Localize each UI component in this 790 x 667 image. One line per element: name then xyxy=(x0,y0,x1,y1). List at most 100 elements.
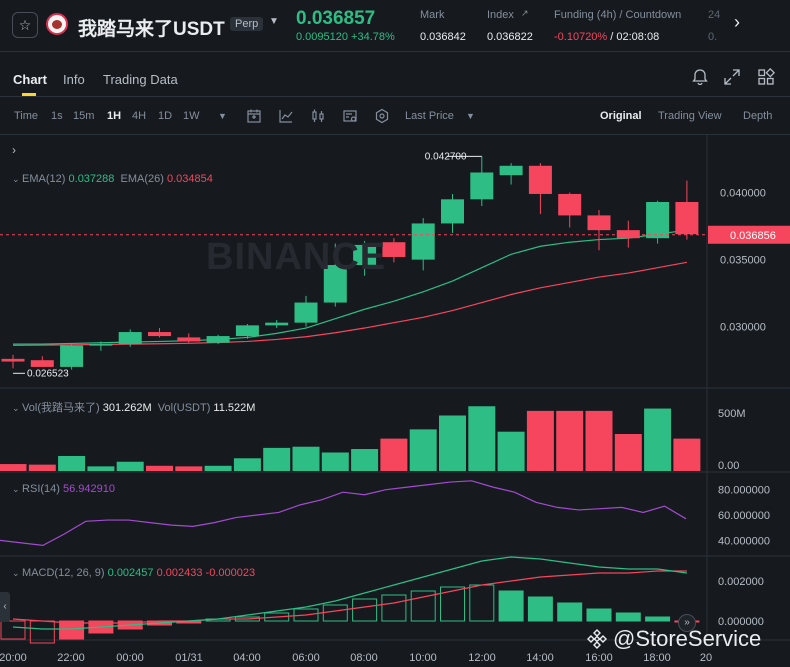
interval-1h[interactable]: 1H xyxy=(107,110,122,122)
rsi-tick-label: 60.000000 xyxy=(718,510,770,522)
divider xyxy=(0,96,790,97)
macd-tick-label: 0.000000 xyxy=(718,616,764,628)
calendar-icon[interactable] xyxy=(246,108,262,124)
macd-histogram-bar xyxy=(264,612,290,622)
candle-body xyxy=(382,242,406,257)
candlestick-chart[interactable]: 0.040000 0.035000 0.030000 0.036856 0.042700… xyxy=(0,135,790,667)
interval-time[interactable]: Time xyxy=(14,110,39,122)
volume-bar xyxy=(321,452,349,471)
macd-label: MACD(12, 26, 9) xyxy=(22,567,105,579)
candle-body xyxy=(1,358,25,362)
mark-value: 0.036842 xyxy=(420,31,466,43)
macd-histogram-bar xyxy=(410,590,436,622)
ema12-label: EMA(12) xyxy=(22,173,66,185)
volume-bar xyxy=(409,429,437,471)
time-tick-label: 08:00 xyxy=(350,652,378,664)
macd-dea-value: 0.002433 xyxy=(156,567,203,579)
candle-body xyxy=(528,165,552,194)
candle-body xyxy=(499,165,523,176)
interval-1w[interactable]: 1W xyxy=(183,110,200,122)
tab-info[interactable]: Info xyxy=(63,72,85,87)
perp-badge: Perp xyxy=(230,17,264,31)
volume-legend: ⌄ Vol(我踏马来了) 301.262M Vol(USDT) 11.522M xyxy=(12,402,256,414)
rsi-line xyxy=(0,480,687,547)
candlestick-type-icon[interactable] xyxy=(310,108,326,124)
volume-bar xyxy=(116,461,144,471)
macd-histogram-bar xyxy=(440,586,465,622)
line-chart-icon[interactable] xyxy=(278,108,294,124)
macd-histogram-bar xyxy=(0,620,26,640)
chart-settings-icon[interactable] xyxy=(374,108,390,124)
volume-bar xyxy=(204,465,232,471)
time-tick-label: 14:00 xyxy=(526,652,554,664)
time-tick-label: 12:00 xyxy=(468,652,496,664)
price-tick-label: 0.040000 xyxy=(720,188,766,200)
price-source-dropdown-icon[interactable]: ▼ xyxy=(466,111,475,121)
vol-coin-value: 301.262M xyxy=(102,402,152,414)
view-trading-view[interactable]: Trading View xyxy=(658,110,722,122)
time-tick-label: 20:00 xyxy=(0,652,27,664)
macd-dif-value: 0.002457 xyxy=(107,567,154,579)
candle-body xyxy=(265,322,289,326)
interval-dropdown-icon[interactable]: ▼ xyxy=(218,111,227,121)
expand-legend-chevron-icon[interactable]: › xyxy=(12,143,16,157)
vol-coin-label: Vol(我踏马来了) xyxy=(22,402,100,414)
chevron-right-icon[interactable]: › xyxy=(734,12,740,32)
jump-to-latest-icon[interactable]: » xyxy=(678,614,696,632)
time-tick-label: 20 xyxy=(700,652,712,664)
volume-bar xyxy=(175,466,203,471)
favorite-star-icon[interactable]: ☆ xyxy=(12,12,38,38)
index-label: Index xyxy=(487,9,514,21)
scroll-left-handle[interactable]: ‹ xyxy=(0,592,10,622)
index-value: 0.036822 xyxy=(487,31,533,43)
view-depth[interactable]: Depth xyxy=(743,110,773,122)
time-tick-label: 16:00 xyxy=(585,652,613,664)
ema-legend: ⌄ EMA(12) 0.037288 EMA(26) 0.034854 xyxy=(12,173,213,185)
candle-body xyxy=(60,345,84,367)
time-tick-label: 18:00 xyxy=(643,652,671,664)
view-original[interactable]: Original xyxy=(600,110,642,122)
pair-dropdown-icon[interactable]: ▼ xyxy=(269,16,279,27)
low-price-label: 0.026523 xyxy=(27,368,69,379)
tab-chart[interactable]: Chart xyxy=(13,72,47,87)
volume-bar xyxy=(585,410,613,471)
price-change: 0.0095120 +34.78% xyxy=(296,31,395,43)
candle-body xyxy=(470,172,494,200)
pair-name[interactable]: 我踏马来了USDT xyxy=(78,19,225,40)
volume-bar xyxy=(380,438,408,471)
current-price-tag xyxy=(708,225,790,244)
volume-bar xyxy=(87,466,115,471)
chart-area[interactable]: 0.040000 0.035000 0.030000 0.036856 0.042700… xyxy=(0,135,790,667)
tab-trading-data[interactable]: Trading Data xyxy=(103,72,178,87)
interval-4h[interactable]: 4H xyxy=(132,110,147,122)
candle-body xyxy=(323,265,347,303)
candle-body xyxy=(235,325,259,337)
volume-bar xyxy=(28,464,56,471)
candle-body xyxy=(89,344,113,346)
rsi-tick-label: 80.000000 xyxy=(718,485,770,497)
index-link-icon[interactable]: ↗ xyxy=(521,8,529,18)
macd-dea-line xyxy=(12,570,687,624)
volume-24h-value: 0. xyxy=(708,31,718,43)
interval-1s[interactable]: 1s xyxy=(51,110,63,122)
volume-bar xyxy=(526,410,554,471)
rsi-value: 56.942910 xyxy=(63,483,116,495)
time-tick-label: 22:00 xyxy=(57,652,85,664)
interval-15m[interactable]: 15m xyxy=(73,110,95,122)
candle-body xyxy=(616,230,640,239)
alert-bell-icon[interactable] xyxy=(691,68,709,86)
macd-histogram-bar xyxy=(352,598,378,622)
price-source-select[interactable]: Last Price xyxy=(405,110,454,122)
macd-histogram-bar xyxy=(498,590,524,622)
macd-histogram-bar xyxy=(615,612,641,622)
macd-histogram-bar xyxy=(381,594,407,622)
interval-1d[interactable]: 1D xyxy=(158,110,173,122)
current-price-label: 0.036856 xyxy=(730,230,776,242)
indicator-settings-icon[interactable] xyxy=(342,108,358,124)
macd-histogram-bar xyxy=(527,596,553,622)
fullscreen-icon[interactable] xyxy=(723,68,741,86)
volume-bar xyxy=(58,455,86,471)
coin-logo xyxy=(46,13,68,35)
volume-bar xyxy=(614,434,642,471)
layout-grid-icon[interactable] xyxy=(757,68,775,86)
